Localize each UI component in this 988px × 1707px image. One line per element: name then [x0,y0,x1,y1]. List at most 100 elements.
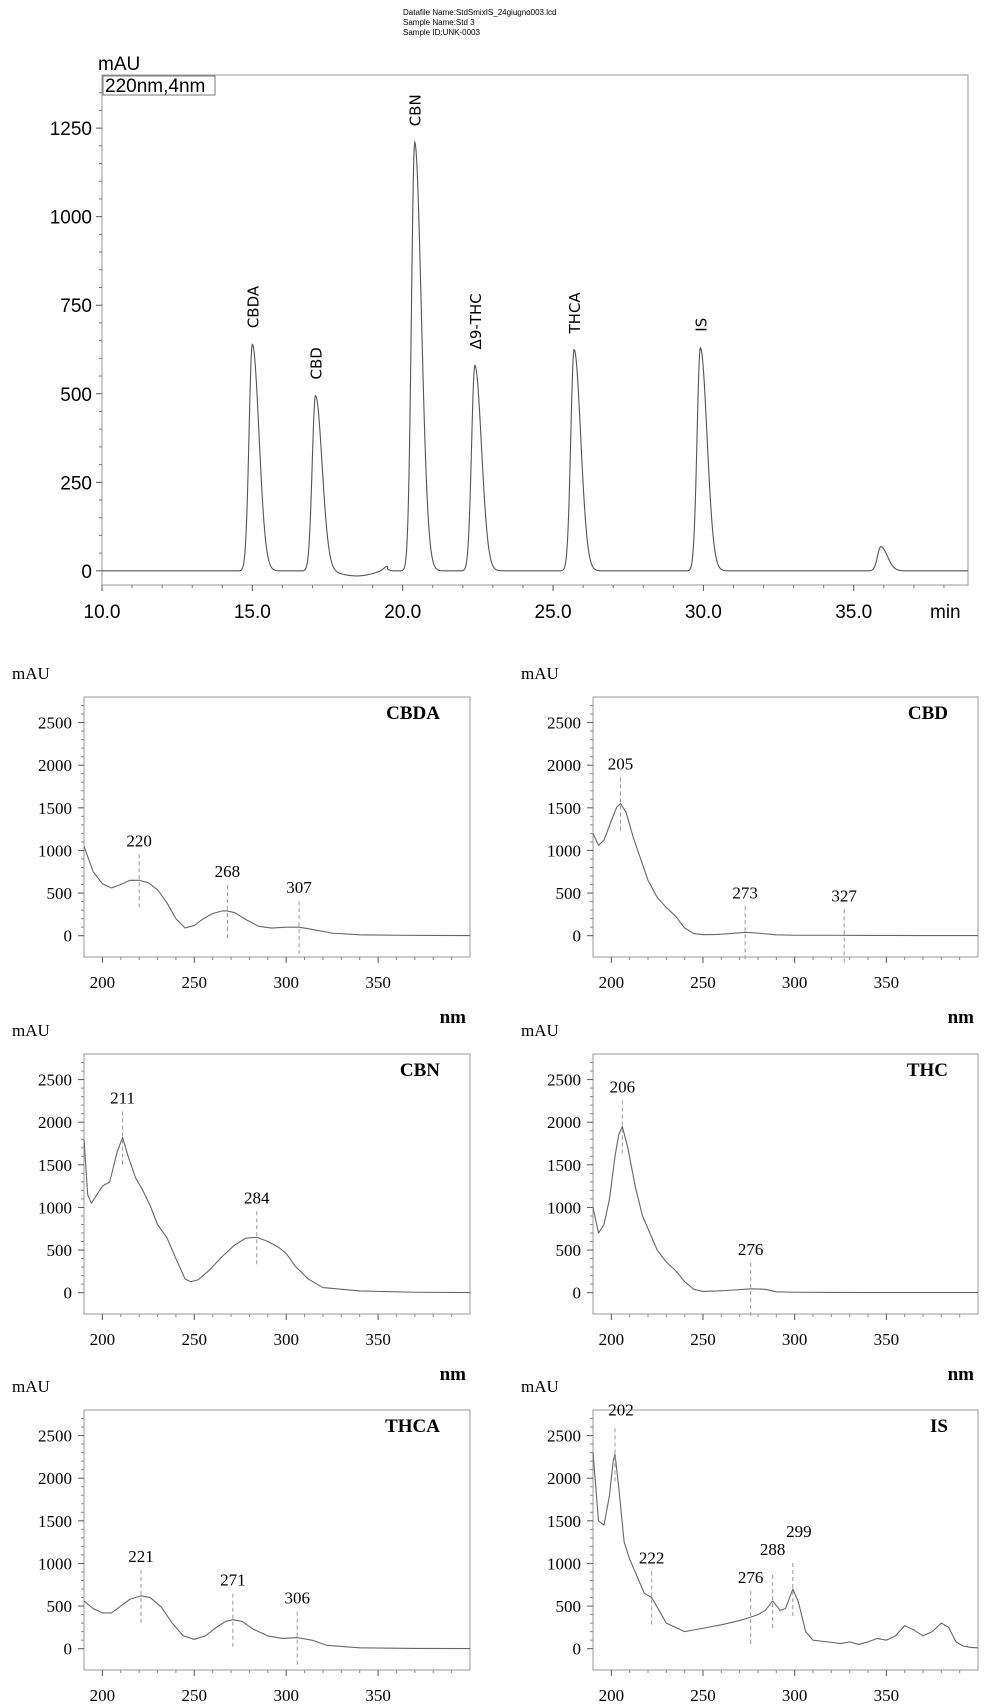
spectrum-y-tick-label: 1000 [38,1554,72,1573]
spectrum-peak-label: 268 [215,862,241,881]
spectrum-trace [83,845,471,937]
spectrum-trace [592,803,979,937]
spectrum-x-axis-label: nm [948,1007,975,1028]
sample-id: Sample ID:UNK-0003 [403,28,480,37]
spectrum-peak-label: 276 [738,1568,764,1587]
spectrum-x-tick-label: 350 [874,973,900,992]
spectrum-y-tick-label: 1000 [38,1198,72,1217]
spectrum-y-axis-label: mAU [521,1021,559,1040]
spectrum-y-tick-label: 1000 [38,841,72,860]
spectrum-x-axis-label: nm [948,1364,975,1385]
spectrum-x-tick-label: 300 [273,973,299,992]
spectrum-trace [83,1595,471,1650]
spectrum-x-tick-label: 200 [90,1330,116,1349]
spectrum-y-tick-label: 500 [47,1241,73,1260]
spectrum-y-tick-label: 0 [573,1284,582,1303]
spectrum-x-tick-label: 200 [599,973,625,992]
main-x-axis-label: min [930,602,961,623]
main-y-tick-label: 750 [60,296,92,317]
main-plot-frame [101,74,969,586]
spectrum-x-tick-label: 300 [782,973,808,992]
spectrum-y-axis-label: mAU [521,664,559,683]
main-legend-text: 220nm,4nm [105,76,205,97]
spectrum-trace [592,1125,979,1294]
spectrum-y-tick-label: 2500 [38,1427,72,1446]
spectrum-x-tick-label: 250 [690,1686,716,1705]
spectrum-title: THCA [385,1416,440,1437]
spectrum-peak-label: 306 [284,1589,310,1608]
spectrum-x-tick-label: 350 [365,973,391,992]
sample-name: Sample Name:Std 3 [403,18,475,27]
spectrum-peak-label: 221 [128,1547,154,1566]
main-legend-box [102,75,216,96]
spectrum-y-tick-label: 1500 [38,799,72,818]
main-y-tick-label: 250 [60,473,92,494]
main-peak-label: CBD [307,347,325,379]
spectrum-x-tick-label: 300 [273,1330,299,1349]
spectrum-title: CBDA [386,703,440,724]
spectrum-y-tick-label: 1000 [547,1554,581,1573]
main-peak-label: IS [692,318,710,332]
uv-spectrum-is: mAUnmIS050010001500200025002002503003502… [521,1377,979,1705]
spectrum-peak-label: 284 [244,1188,270,1207]
spectrum-plot-frame [592,1053,979,1315]
main-peak-label: Δ9-THC [467,293,485,349]
spectrum-y-tick-label: 1500 [38,1156,72,1175]
spectrum-y-tick-label: 500 [556,884,582,903]
spectrum-x-tick-label: 250 [182,1330,208,1349]
spectrum-peak-label: 211 [110,1089,135,1108]
main-x-tick-label: 25.0 [535,602,572,623]
spectrum-title: THC [907,1060,948,1081]
spectrum-title: IS [930,1416,948,1437]
spectrum-x-tick-label: 300 [273,1686,299,1705]
spectrum-y-tick-label: 1500 [547,1512,581,1531]
spectrum-peak-label: 288 [760,1540,786,1559]
spectrum-y-tick-label: 2500 [547,1071,581,1090]
spectrum-x-tick-label: 250 [182,973,208,992]
spectrum-y-tick-label: 0 [573,1640,582,1659]
spectrum-plot-frame [592,1409,979,1671]
spectrum-y-tick-label: 500 [47,1597,73,1616]
uv-spectrum-thca: mAUnmTHCA0500100015002000250020025030035… [12,1377,471,1705]
spectrum-plot-frame [83,696,471,958]
spectrum-x-tick-label: 350 [365,1330,391,1349]
spectrum-x-tick-label: 300 [782,1686,808,1705]
spectrum-y-tick-label: 0 [573,927,582,946]
uv-spectrum-cbn: mAU nm CBN 0 500 1000 1500 2000 2500 200 250 300 350… [12,1021,471,1385]
main-peak-label: THCA [566,292,584,335]
spectrum-peak-label: 205 [608,755,634,774]
spectrum-y-tick-label: 500 [556,1597,582,1616]
main-peak-label: CBN [407,94,425,126]
main-x-tick-label: 20.0 [384,602,421,623]
spectrum-y-tick-label: 2500 [38,1071,72,1090]
spectrum-x-tick-label: 250 [690,973,716,992]
main-chromatogram: 220nm,4nm mAU min 0 250 500 750 1000 1250 10.… [50,54,969,623]
spectrum-x-tick-label: 250 [690,1330,716,1349]
spectrum-peak-label: 220 [126,831,152,850]
spectrum-x-tick-label: 250 [182,1686,208,1705]
spectrum-peak-label: 327 [831,886,857,905]
spectrum-x-tick-label: 200 [90,973,116,992]
spectrum-y-tick-label: 500 [556,1241,582,1260]
spectrum-y-tick-label: 1000 [547,1198,581,1217]
uv-spectrum-cbda: mAU nm CBDA 0 500 1000 1500 2000 2500 200 250 300 35… [12,664,471,1028]
spectrum-y-tick-label: 0 [64,927,73,946]
spectrum-y-axis-label: mAU [521,1377,559,1396]
spectrum-peak-label: 273 [732,883,758,902]
datafile-name: Datafile Name:StdSmixIS_24giugno003.lcd [403,8,556,17]
spectrum-y-tick-label: 2000 [547,1469,581,1488]
spectrum-peak-label: 222 [639,1549,665,1568]
spectrum-y-axis-label: mAU [12,1377,50,1396]
spectrum-x-tick-label: 350 [365,1686,391,1705]
main-y-tick-label: 0 [81,562,92,583]
spectrum-plot-frame [83,1053,471,1315]
spectrum-y-tick-label: 0 [64,1640,73,1659]
spectrum-y-axis-label: mAU [12,1021,50,1040]
spectrum-y-tick-label: 1000 [547,841,581,860]
spectrum-x-tick-label: 200 [90,1686,116,1705]
spectrum-y-axis-label: mAU [12,664,50,683]
spectrum-x-tick-label: 300 [782,1330,808,1349]
main-chromatogram-trace [102,140,968,577]
spectrum-y-tick-label: 2500 [38,714,72,733]
main-x-tick-label: 30.0 [685,602,722,623]
